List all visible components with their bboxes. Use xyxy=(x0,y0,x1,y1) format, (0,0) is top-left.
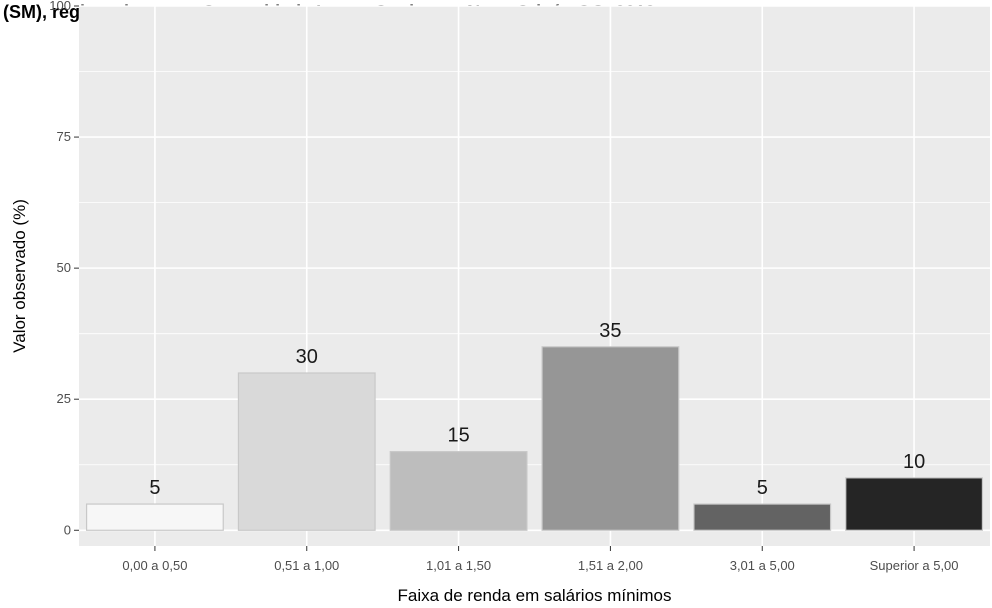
y-tick-label: 100 xyxy=(49,0,71,13)
bar-value-label: 10 xyxy=(903,451,925,473)
bar xyxy=(541,346,680,531)
x-tick-label: Superior a 5,00 xyxy=(870,558,959,573)
x-tick-label: 3,01 a 5,00 xyxy=(730,558,795,573)
plot-panel xyxy=(79,6,990,546)
x-axis: 0,00 a 0,50 0,51 a 1,00 1,01 a 1,50 1,51 a … xyxy=(122,546,959,573)
y-tick-label: 0 xyxy=(64,522,71,537)
bar xyxy=(845,477,984,531)
bar-value-label: 35 xyxy=(599,320,621,342)
bar-value-label: 15 xyxy=(447,425,469,447)
bar xyxy=(85,503,224,531)
data-labels: 5 30 15 35 5 10 xyxy=(149,320,925,499)
bar xyxy=(389,451,528,531)
y-axis: 0 25 50 75 100 xyxy=(49,0,79,537)
x-tick-label: 1,01 a 1,50 xyxy=(426,558,491,573)
bar-value-label: 5 xyxy=(757,477,768,499)
y-tick-label: 75 xyxy=(57,129,71,144)
bar-value-label: 5 xyxy=(149,477,160,499)
bar xyxy=(237,372,376,531)
bars xyxy=(85,346,984,531)
x-tick-label: 1,51 a 2,00 xyxy=(578,558,643,573)
x-tick-label: 0,00 a 0,50 xyxy=(122,558,187,573)
y-tick-label: 50 xyxy=(57,260,71,275)
y-tick-label: 25 xyxy=(57,391,71,406)
x-axis-title: Faixa de renda em salários mínimos xyxy=(397,586,671,605)
y-axis-title: Valor observado (%) xyxy=(10,199,29,353)
x-tick-label: 0,51 a 1,00 xyxy=(274,558,339,573)
bar-value-label: 30 xyxy=(296,346,318,368)
bar xyxy=(693,503,832,531)
